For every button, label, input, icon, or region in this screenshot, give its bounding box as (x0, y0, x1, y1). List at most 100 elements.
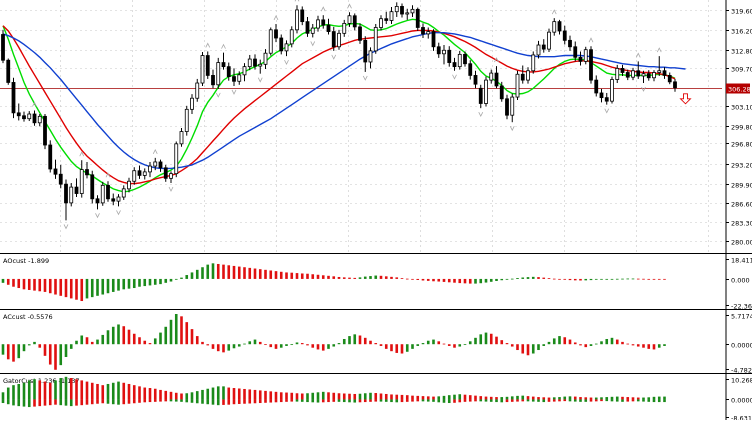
histogram-bar-lower (54, 399, 57, 405)
histogram-bar (458, 278, 462, 284)
histogram-bar (269, 344, 273, 348)
candle (373, 23, 378, 54)
histogram-bar (374, 343, 378, 345)
histogram-bar (631, 397, 635, 400)
histogram-bar (500, 397, 504, 400)
candle-body (326, 24, 331, 32)
histogram-bar (54, 278, 57, 295)
candle-body (284, 43, 289, 52)
histogram-bar (279, 271, 283, 279)
histogram-bar (626, 397, 630, 400)
histogram-bar-lower (615, 399, 619, 402)
histogram-bar-lower (642, 399, 645, 402)
histogram-bar-lower (195, 399, 199, 404)
candle-body (337, 32, 341, 48)
histogram-bar (96, 278, 99, 296)
histogram-bar (12, 385, 15, 400)
histogram-bar (495, 278, 498, 282)
histogram-bar (159, 332, 162, 345)
histogram-bar (348, 336, 351, 345)
histogram-bar (531, 276, 535, 279)
histogram-bar (642, 344, 645, 348)
histogram-bar (274, 271, 278, 279)
candle (426, 27, 431, 39)
histogram-bar (138, 278, 141, 287)
histogram-bar (153, 278, 157, 285)
histogram-bar (621, 278, 624, 280)
candle (1, 29, 5, 64)
histogram-bar (411, 278, 414, 280)
histogram-bar (421, 396, 425, 400)
histogram-bar (143, 340, 147, 345)
histogram-bar (59, 278, 63, 296)
candle-body (347, 15, 352, 24)
histogram-bar (421, 343, 425, 345)
candle-body (520, 73, 525, 81)
histogram-bar (111, 278, 115, 292)
histogram-bar (416, 278, 420, 280)
histogram-bar-lower (169, 399, 173, 402)
histogram-bar (505, 396, 509, 400)
histogram-bar-lower (426, 399, 430, 402)
candle-body (421, 27, 425, 35)
histogram-bar (353, 393, 357, 400)
histogram-bar (542, 277, 546, 279)
candle (284, 40, 289, 57)
histogram-bar-lower (353, 399, 357, 403)
histogram-bar (269, 391, 273, 400)
histogram-bar-lower (636, 399, 640, 402)
candle-body (127, 180, 131, 190)
histogram-bar-lower (311, 399, 315, 403)
histogram-bar (563, 337, 567, 345)
candle-body (342, 22, 347, 34)
histogram-bar (295, 393, 299, 400)
histogram-bar (48, 278, 52, 294)
candle (27, 111, 32, 122)
indicator-tick-label: -22.369 (731, 303, 752, 311)
histogram-bar (563, 396, 567, 400)
histogram-bar (447, 278, 451, 283)
candle (610, 76, 614, 104)
histogram-bar (59, 344, 63, 366)
histogram-bar-lower (132, 399, 136, 404)
candle-body (463, 53, 467, 65)
histogram-bar (101, 334, 105, 345)
indicator-tick-label: 0.000 (731, 277, 750, 285)
indicator-tick-label: 0.0000 (731, 397, 752, 405)
histogram-bar (6, 344, 10, 360)
histogram-bar-lower (206, 399, 210, 405)
candle (158, 159, 163, 172)
histogram-bar (395, 277, 399, 279)
candle-body (132, 170, 137, 182)
candle (594, 75, 599, 97)
candle-body (148, 165, 152, 173)
histogram-bar (390, 276, 393, 279)
histogram-bar (432, 339, 435, 345)
candle-body (536, 44, 541, 56)
histogram-bar-lower (647, 399, 651, 402)
histogram-bar (621, 396, 624, 400)
histogram-bar (584, 278, 588, 281)
histogram-bar-lower (12, 399, 15, 406)
histogram-bar (453, 278, 456, 283)
histogram-bar-lower (38, 399, 42, 407)
candle (95, 195, 100, 210)
histogram-bar (164, 326, 168, 345)
candle-body (69, 186, 74, 204)
histogram-bar (384, 344, 388, 349)
candle (620, 64, 625, 77)
histogram-bar-lower (96, 399, 99, 404)
fractal-up-icon (152, 148, 158, 155)
candle-body (410, 8, 415, 14)
histogram-bar (269, 270, 273, 279)
candle (121, 185, 126, 200)
histogram-bar (379, 344, 383, 346)
candle (657, 56, 662, 77)
price-tick-label: 289.90 (731, 182, 752, 190)
histogram-bar (647, 344, 651, 349)
histogram-bar (358, 335, 362, 345)
histogram-bar (285, 344, 288, 346)
indicator-tick-label: 5.7174 (731, 313, 752, 321)
